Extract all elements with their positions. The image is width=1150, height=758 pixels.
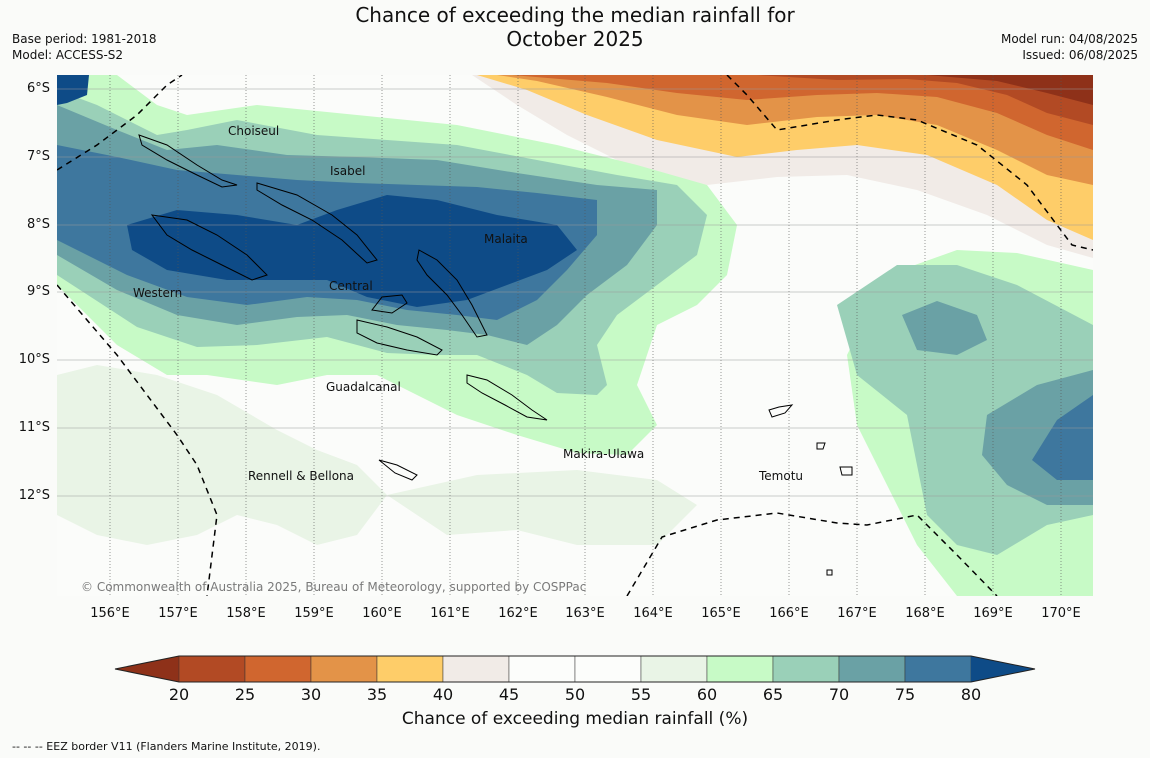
lon-label-160e: 160°E: [362, 606, 402, 621]
colorbar-tick-label: 75: [894, 685, 916, 704]
title-line-2: October 2025: [506, 27, 644, 51]
rennell-island: [378, 459, 418, 481]
colorbar-segment: [706, 655, 774, 683]
model-name: Model: ACCESS-S2: [12, 48, 124, 62]
lon-label-162e: 162°E: [498, 606, 538, 621]
colorbar-segment: [442, 655, 510, 683]
lon-label-156e: 156°E: [90, 606, 130, 621]
region-label-makira-ulawa: Makira-Ulawa: [563, 447, 645, 461]
region-label-temotu: Temotu: [759, 469, 804, 483]
lon-label-164e: 164°E: [633, 606, 673, 621]
contour-below-20: [927, 75, 1093, 105]
lat-label-11s: 11°S: [18, 420, 50, 435]
florida-island: [371, 294, 408, 314]
santa-cruz-island: [768, 404, 794, 418]
colorbar-segment: [508, 655, 576, 683]
region-label-guadalcanal: Guadalcanal: [326, 380, 401, 394]
colorbar-extend-high: [971, 656, 1035, 682]
region-label-isabel: Isabel: [330, 164, 366, 178]
lat-label-9s: 9°S: [26, 284, 50, 299]
colorbar-segment: [376, 655, 444, 683]
meta-right: Model run: 04/08/2025 Issued: 06/08/2025: [1001, 31, 1138, 63]
colorbar-tick-label: 70: [828, 685, 850, 704]
colorbar-segment: [244, 655, 312, 683]
contour-55-60-west: [57, 365, 387, 545]
vanikoro-island: [839, 466, 853, 476]
contour-20-25: [757, 75, 1093, 125]
contour-30-35: [497, 75, 1093, 185]
title-line-1: Chance of exceeding the median rainfall …: [355, 3, 795, 27]
lat-label-10s: 10°S: [18, 352, 50, 367]
colorbar-tick-label: 65: [762, 685, 784, 704]
colorbar-tick-label: 80: [960, 685, 982, 704]
colorbar-segment: [574, 655, 642, 683]
lon-label-157e: 157°E: [158, 606, 198, 621]
region-label-rennell-bellona: Rennell & Bellona: [248, 469, 355, 483]
colorbar-extend-low: [115, 656, 179, 682]
base-period: Base period: 1981-2018: [12, 32, 157, 46]
colorbar-segment: [772, 655, 840, 683]
lon-label-159e: 159°E: [294, 606, 334, 621]
lon-label-170e: 170°E: [1041, 606, 1081, 621]
lat-label-7s: 7°S: [26, 149, 50, 164]
colorbar-segment: [904, 655, 972, 683]
new-georgia-island: [150, 214, 268, 281]
colorbar-segment: [310, 655, 378, 683]
issued-date: Issued: 06/08/2025: [1022, 48, 1138, 62]
region-label-malaita: Malaita: [484, 232, 528, 246]
model-run: Model run: 04/08/2025: [1000, 32, 1138, 46]
colorbar-tick-label: 40: [432, 685, 454, 704]
region-label-central: Central: [329, 279, 373, 293]
lat-label-8s: 8°S: [26, 217, 50, 232]
region-label-choiseul: Choiseul: [228, 124, 280, 138]
lon-label-168e: 168°E: [905, 606, 945, 621]
colorbar-segments: [115, 655, 1035, 683]
map-panel: [57, 75, 1093, 596]
colorbar-outline: [114, 655, 1036, 683]
colorbar-tick-label: 30: [300, 685, 322, 704]
latitude-lines: [57, 88, 1093, 497]
colorbar-tick-label: 50: [564, 685, 586, 704]
eez-borders: [57, 75, 1093, 596]
lon-label-169e: 169°E: [973, 606, 1013, 621]
lon-label-166e: 166°E: [769, 606, 809, 621]
lon-label-163e: 163°E: [565, 606, 605, 621]
region-label-western: Western: [133, 286, 183, 300]
copyright-notice: © Commonwealth of Australia 2025, Bureau…: [81, 580, 587, 594]
contour-55-60-south: [387, 470, 697, 545]
colorbar-tick-label: 55: [630, 685, 652, 704]
contour-above-80-west: [127, 195, 577, 307]
guadalcanal-island: [356, 319, 443, 356]
contour-25-30: [512, 75, 1093, 150]
map-title: Chance of exceeding the median rainfall …: [0, 3, 1150, 51]
colorbar-segment: [640, 655, 708, 683]
colorbar-tick-label: 60: [696, 685, 718, 704]
utupua-island: [816, 442, 826, 450]
eez-border-note: -- -- -- EEZ border V11 (Flanders Marine…: [12, 740, 321, 753]
coastlines: [138, 134, 853, 576]
contour-75-80-southeast: [1032, 395, 1093, 480]
colorbar-label: Chance of exceeding median rainfall (%): [401, 709, 749, 729]
contour-70-75-east: [902, 301, 987, 355]
colorbar-tick-label: 20: [168, 685, 190, 704]
lat-label-6s: 6°S: [26, 81, 50, 96]
isabel-island: [256, 182, 378, 264]
meta-left: Base period: 1981-2018 Model: ACCESS-S2: [12, 31, 157, 63]
lon-label-161e: 161°E: [430, 606, 470, 621]
rainfall-map: [57, 75, 1093, 596]
malaita-island: [416, 249, 488, 338]
lon-label-167e: 167°E: [837, 606, 877, 621]
lat-label-12s: 12°S: [18, 488, 50, 503]
lon-label-165e: 165°E: [701, 606, 741, 621]
colorbar-tick-label: 35: [366, 685, 388, 704]
colorbar-segment: [838, 655, 906, 683]
tikopia-island: [826, 569, 833, 576]
makira-island: [466, 374, 548, 421]
choiseul-island: [138, 134, 238, 188]
contour-above-80-northwest: [57, 75, 89, 105]
lon-label-158e: 158°E: [226, 606, 266, 621]
colorbar-tick-label: 45: [498, 685, 520, 704]
colorbar-tick-label: 25: [234, 685, 256, 704]
colorbar-segment: [178, 655, 246, 683]
